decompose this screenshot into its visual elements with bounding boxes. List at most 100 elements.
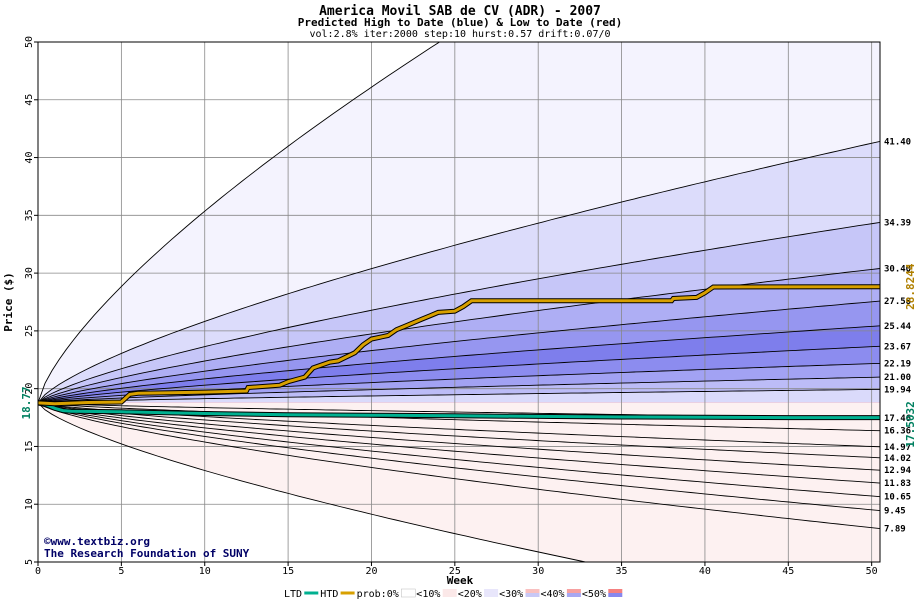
high-end-label-4: 27.58: [884, 297, 911, 307]
y-tick-label-30: 30: [24, 267, 35, 279]
low-end-label-1: 16.36: [884, 427, 911, 437]
high-curve-2: [38, 221, 880, 404]
legend-label-p20: <20%: [458, 589, 482, 600]
high-end-label-3: 30.40: [884, 264, 911, 274]
y-tick-label-5: 5: [24, 559, 35, 565]
high-end-label-6: 23.67: [884, 342, 911, 352]
y-tick-label-35: 35: [24, 209, 35, 221]
high-end-label-5: 25.44: [884, 322, 912, 332]
high-curve-9: [38, 388, 880, 404]
credit-organization: The Research Foundation of SUNY: [44, 547, 250, 560]
low-end-label-3: 14.02: [884, 454, 911, 464]
legend-swatch-p40: [566, 589, 581, 597]
legend-label-p10: <10%: [416, 589, 440, 600]
low-end-label-5: 11.83: [884, 479, 911, 489]
legend-swatch-p10: [442, 589, 457, 597]
y-tick-label-15: 15: [24, 440, 35, 452]
x-tick-label-15: 15: [282, 566, 294, 577]
y-axis-label: Price ($): [2, 272, 15, 332]
legend-swatch-p20-top: [484, 589, 499, 593]
high-curve-0: [38, 42, 441, 404]
legend-swatch-p50-top: [608, 589, 623, 593]
probability-bands: [38, 42, 880, 562]
credit-copyright: ©www.textbiz.org: [44, 535, 150, 548]
plot-frame: [37, 41, 881, 563]
legend-swatch-p30-bottom: [525, 593, 540, 597]
htd-end-label: 28.8244: [904, 263, 917, 310]
high-band-9: [38, 389, 880, 403]
low-curve-1: [38, 402, 880, 432]
legend-swatch-p20: [484, 589, 499, 597]
high-curve-1: [38, 140, 880, 404]
htd-line: [38, 285, 880, 406]
high-curve-6: [38, 345, 880, 404]
high-end-label-2: 34.39: [884, 218, 911, 228]
chart-subtitle: Predicted High to Date (blue) & Low to D…: [298, 16, 623, 29]
x-tick-label-45: 45: [782, 566, 794, 577]
high-end-label-8: 21.00: [884, 373, 911, 383]
low-curve-5: [38, 402, 880, 484]
y-tick-label-45: 45: [24, 94, 35, 106]
low-curve-4: [38, 402, 880, 471]
legend-label-htd: HTD: [320, 589, 338, 600]
y-tick-label-10: 10: [24, 498, 35, 510]
high-curve-5: [38, 325, 880, 404]
ltd-end-label: 17.5032: [904, 401, 917, 447]
low-end-label-2: 14.97: [884, 443, 911, 453]
x-tick-label-25: 25: [449, 566, 461, 577]
x-axis-ticks: 0 5 10 15 20 25 30 35 40 45 50: [35, 562, 878, 577]
x-tick-label-50: 50: [866, 566, 878, 577]
low-curve-6: [38, 402, 880, 498]
legend-label-p0: prob:0%: [357, 589, 399, 600]
x-tick-label-0: 0: [35, 566, 41, 577]
legend-swatch-p50-bottom: [608, 593, 623, 597]
legend: LTD HTD prob:0% <10% <20% <30% <40% <50%: [284, 588, 623, 600]
low-end-label-6: 10.65: [884, 493, 911, 503]
x-tick-label-40: 40: [699, 566, 711, 577]
low-end-label-4: 12.94: [884, 466, 912, 476]
y-tick-label-25: 25: [24, 325, 35, 337]
legend-swatch-p10-top: [442, 589, 457, 593]
low-curve-7: [38, 402, 880, 512]
high-end-label-1: 41.40: [884, 137, 911, 147]
low-end-label-8: 7.89: [884, 525, 906, 535]
legend-swatch-p30: [525, 589, 540, 597]
legend-swatch-p10-bottom: [442, 593, 457, 597]
start-price-label: 18.77: [20, 386, 33, 419]
low-curve-8: [38, 402, 880, 530]
high-curve-8: [38, 376, 880, 404]
high-end-label-9: 19.94: [884, 385, 912, 395]
x-tick-label-30: 30: [532, 566, 544, 577]
low-curve-3: [38, 402, 880, 459]
percentile-curves: [38, 42, 880, 562]
legend-label-ltd: LTD: [284, 589, 302, 600]
high-end-label-7: 22.19: [884, 359, 911, 369]
low-end-label-7: 9.45: [884, 507, 906, 517]
high-curve-4: [38, 300, 880, 404]
series-lines: [38, 284, 880, 421]
legend-label-p50: <50%: [582, 589, 606, 600]
low-end-label-0: 17.46: [884, 414, 911, 424]
legend-swatch-p50: [608, 589, 623, 597]
legend-swatch-p40-bottom: [566, 593, 581, 597]
y-tick-label-50: 50: [24, 36, 35, 48]
x-tick-label-20: 20: [365, 566, 377, 577]
simulation-params: vol:2.8% iter:2000 step:10 hurst:0.57 dr…: [309, 29, 610, 40]
x-tick-label-5: 5: [118, 566, 124, 577]
low-curve-9: [38, 402, 588, 562]
x-tick-label-10: 10: [199, 566, 211, 577]
legend-swatch-p20-bottom: [484, 593, 499, 597]
legend-label-p40: <40%: [541, 589, 565, 600]
chart-title: America Movil SAB de CV (ADR) - 2007: [319, 4, 601, 19]
x-axis-label: Week: [447, 574, 474, 587]
legend-swatch-p30-top: [525, 589, 540, 593]
legend-swatch-p40-top: [566, 589, 581, 593]
curve-end-labels: 41.40 34.39 30.40 27.58 25.44 23.67 22.19 21.00…: [884, 137, 912, 534]
y-axis-ticks: 5 10 15 20 25 30 35 40 45 50: [24, 36, 38, 565]
y-tick-label-40: 40: [24, 152, 35, 164]
legend-label-p30: <30%: [499, 589, 523, 600]
legend-swatch-p0: [401, 588, 416, 598]
ltd-line: [38, 401, 880, 420]
y-tick-label-20: 20: [24, 383, 35, 395]
